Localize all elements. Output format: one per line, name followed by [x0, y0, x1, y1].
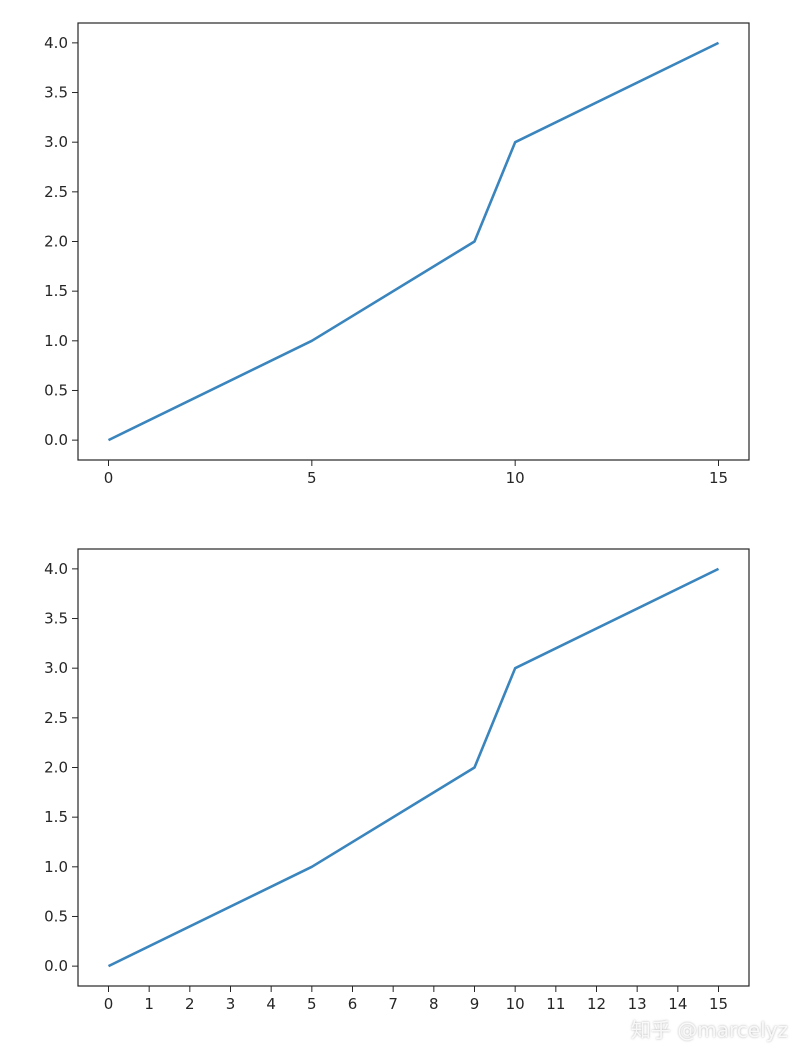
- y-tick-label: 2.5: [44, 709, 68, 727]
- y-tick-label: 1.5: [44, 808, 68, 826]
- series-line-1: [107, 41, 720, 442]
- x-tick-label: 14: [668, 995, 687, 1013]
- x-tick-label: 0: [104, 995, 114, 1013]
- x-tick-label: 2: [185, 995, 195, 1013]
- x-tick-label: 8: [429, 995, 439, 1013]
- y-tick-label: 4.0: [44, 560, 68, 578]
- subplot-1: 0 5 10 15 0.0 0.5 1.0 1.5 2.0 2.5 3.0 3.5 4.0: [44, 22, 750, 487]
- series-line-1: [107, 567, 720, 968]
- x-tick-label: 10: [506, 469, 525, 487]
- x-tick-label: 5: [307, 995, 317, 1013]
- y-tick-label: 2.5: [44, 183, 68, 201]
- watermark: 知乎 @marcelyz: [630, 1018, 788, 1042]
- y-tick-label: 0.5: [44, 381, 68, 399]
- axes-frame: [77, 548, 750, 987]
- x-tick-label: 0: [104, 469, 114, 487]
- x-tick-label: 9: [470, 995, 480, 1013]
- x-tick-label: 15: [709, 995, 728, 1013]
- x-tick-label: 10: [506, 995, 525, 1013]
- y-tick-label: 0.0: [44, 957, 68, 975]
- x-tick-label: 11: [546, 995, 565, 1013]
- y-tick-label: 0.0: [44, 431, 68, 449]
- y-tick-label: 3.5: [44, 84, 68, 102]
- x-tick-label: 4: [266, 995, 276, 1013]
- y-tick-label: 0.5: [44, 907, 68, 925]
- x-tick-label: 12: [587, 995, 606, 1013]
- x-tick-label: 7: [388, 995, 398, 1013]
- y-tick-label: 1.0: [44, 858, 68, 876]
- y-tick-label: 2.0: [44, 759, 68, 777]
- y-tick-label: 3.5: [44, 610, 68, 628]
- y-tick-label: 2.0: [44, 233, 68, 251]
- y-tick-label: 3.0: [44, 659, 68, 677]
- x-tick-label: 3: [226, 995, 236, 1013]
- axes-frame: [77, 22, 750, 461]
- y-tick-label: 1.5: [44, 282, 68, 300]
- x-tick-label: 6: [348, 995, 358, 1013]
- y-tick-label: 1.0: [44, 332, 68, 350]
- y-tick-label: 4.0: [44, 34, 68, 52]
- x-tick-label: 1: [144, 995, 154, 1013]
- y-tick-label: 3.0: [44, 133, 68, 151]
- x-tick-label: 5: [307, 469, 317, 487]
- x-tick-label: 13: [628, 995, 647, 1013]
- x-tick-label: 15: [709, 469, 728, 487]
- subplot-2: 0 1 2 3 4 5 6 7 8 9 10 11 12 13 14 150.00.51.01.52.02.5…: [44, 548, 750, 1013]
